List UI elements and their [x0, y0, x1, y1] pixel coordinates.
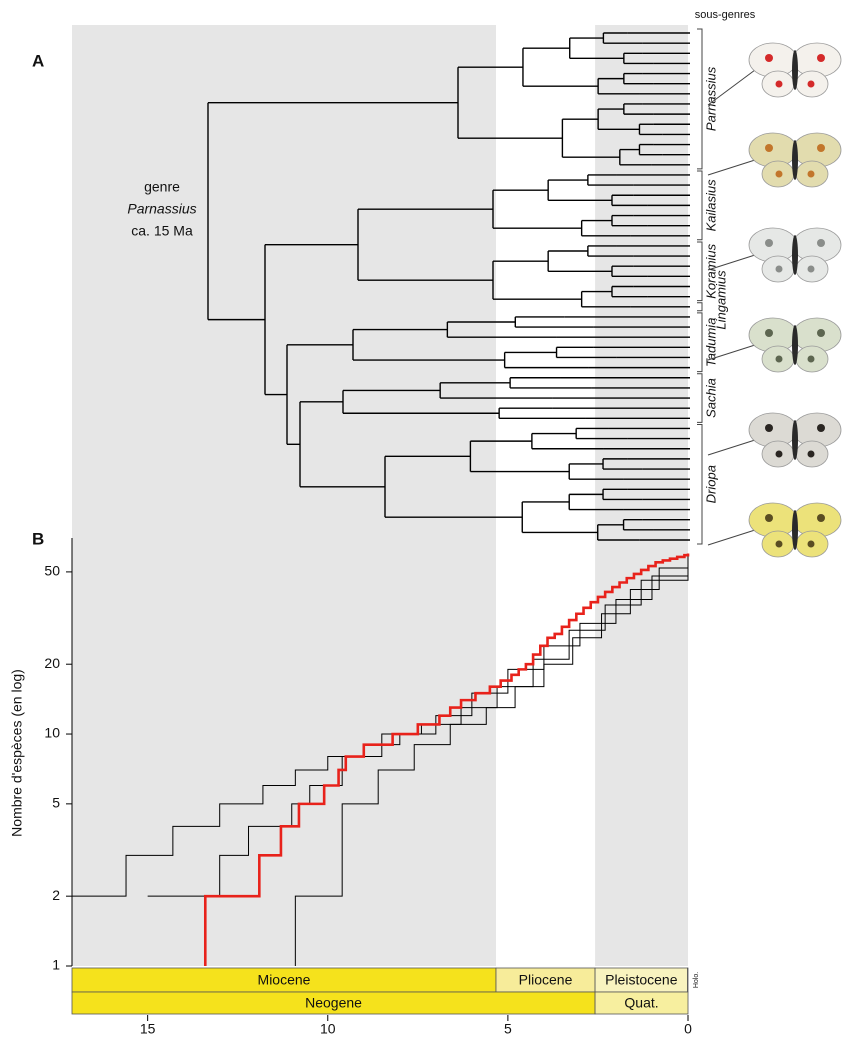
wing-spot	[817, 54, 825, 62]
wing-spot	[765, 54, 773, 62]
x-tick-label: 0	[684, 1021, 692, 1037]
subgenus-bracket	[697, 242, 702, 301]
panel-label: B	[32, 529, 44, 548]
x-tick-label: 15	[140, 1021, 156, 1037]
genus-note: ca. 15 Ma	[131, 223, 193, 239]
y-tick-label: 2	[52, 887, 60, 903]
wing-spot	[776, 266, 783, 273]
butterfly-connector	[708, 530, 755, 545]
subgenus-bracket	[697, 29, 702, 169]
subgenus-label: Sachia	[703, 378, 718, 418]
genus-note: Parnassius	[127, 201, 196, 217]
wing-spot	[776, 356, 783, 363]
y-tick-label: 1	[52, 957, 60, 973]
butterfly	[708, 503, 841, 557]
wing-spot	[776, 541, 783, 548]
wing-spot	[776, 451, 783, 458]
body	[792, 420, 798, 460]
figure: A sous-genres genre Parnassius ca. 15 Ma…	[0, 0, 859, 1039]
shaded-span	[595, 25, 688, 966]
wing-spot	[808, 356, 815, 363]
subgenus-label: Kailasius	[703, 179, 718, 232]
x-tick-label: 10	[320, 1021, 336, 1037]
column-title: sous-genres	[695, 9, 756, 21]
subgenus-label: Driopa	[703, 465, 718, 503]
wing-spot	[776, 81, 783, 88]
shaded-span	[72, 25, 496, 966]
genus-note: genre	[144, 179, 180, 195]
body	[792, 325, 798, 365]
subgenus-bracket	[697, 424, 702, 544]
wing-spot	[765, 514, 773, 522]
time-bar-label: Pliocene	[519, 972, 573, 988]
wing-spot	[808, 266, 815, 273]
butterfly	[708, 43, 841, 105]
y-tick-label: 50	[44, 563, 60, 579]
wing-spot	[765, 144, 773, 152]
subgenus-bracket	[697, 374, 702, 423]
butterfly	[708, 413, 841, 467]
wing-spot	[817, 239, 825, 247]
time-bar-label: Pleistocene	[605, 972, 678, 988]
butterfly-connector	[708, 440, 755, 455]
page: {"panel_a":{"label":"A","column_title":"…	[0, 0, 859, 1039]
time-bar-label: Holo.	[693, 972, 700, 988]
wing-spot	[765, 329, 773, 337]
wing-spot	[817, 144, 825, 152]
time-bar-label: Neogene	[305, 995, 362, 1011]
y-tick-label: 10	[44, 725, 60, 741]
body	[792, 50, 798, 90]
subgenus-bracket	[697, 171, 702, 240]
butterfly	[708, 133, 841, 187]
wing-spot	[776, 171, 783, 178]
subgenus-bracket	[697, 303, 702, 311]
y-tick-label: 5	[52, 795, 60, 811]
wing-spot	[817, 424, 825, 432]
wing-spot	[808, 541, 815, 548]
time-bar-label: Miocene	[258, 972, 311, 988]
body	[792, 140, 798, 180]
wing-spot	[808, 81, 815, 88]
wing-spot	[817, 514, 825, 522]
body	[792, 510, 798, 550]
wing-spot	[808, 171, 815, 178]
time-bar-label: Quat.	[624, 995, 658, 1011]
wing-spot	[808, 451, 815, 458]
x-tick-label: 5	[504, 1021, 512, 1037]
y-tick-label: 20	[44, 655, 60, 671]
butterfly-connector	[708, 160, 755, 175]
panel-label: A	[32, 51, 44, 70]
wing-spot	[765, 239, 773, 247]
y-axis-label: Nombre d'espèces (en log)	[9, 669, 25, 837]
body	[792, 235, 798, 275]
wing-spot	[765, 424, 773, 432]
wing-spot	[817, 329, 825, 337]
subgenus-bracket	[697, 313, 702, 372]
